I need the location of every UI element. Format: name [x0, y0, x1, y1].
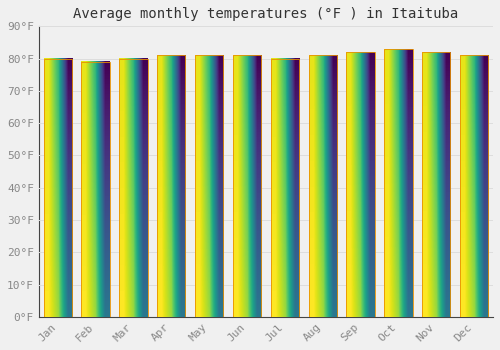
Bar	[384, 49, 412, 317]
Bar	[233, 55, 261, 317]
Bar	[44, 58, 72, 317]
Bar	[82, 62, 110, 317]
Bar	[422, 52, 450, 317]
Bar	[270, 58, 299, 317]
Title: Average monthly temperatures (°F ) in Itaituba: Average monthly temperatures (°F ) in It…	[74, 7, 458, 21]
Bar	[157, 55, 186, 317]
Bar	[308, 55, 337, 317]
Bar	[195, 55, 224, 317]
Bar	[119, 58, 148, 317]
Bar	[346, 52, 375, 317]
Bar	[460, 55, 488, 317]
